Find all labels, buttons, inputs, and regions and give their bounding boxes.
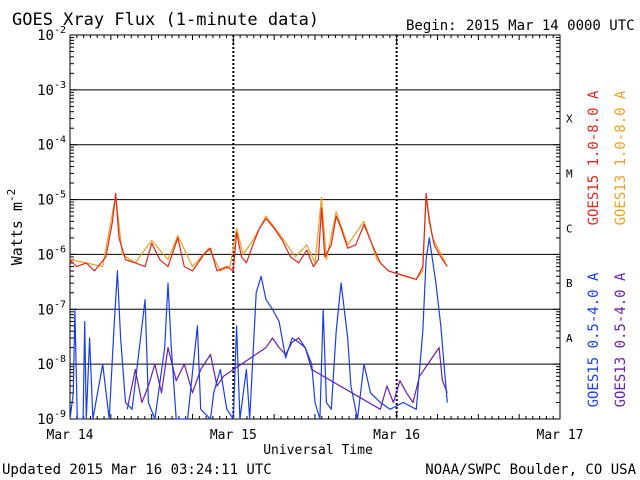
flare-class-X: X	[566, 113, 573, 126]
y-tick-label: 10-3	[37, 80, 66, 99]
flare-class-A: A	[566, 332, 573, 345]
y-axis: 10-9 10-8 10-7 10-6 10-5 10-4 10-3 10-2	[37, 25, 560, 428]
flare-class-B: B	[566, 277, 573, 290]
plot-frame	[69, 34, 561, 420]
flare-class-C: C	[566, 222, 573, 235]
series-goes15-0-5-4-0-a	[69, 237, 448, 420]
legend: GOES15 1.0-8.0 A GOES13 1.0-8.0 A GOES15 0…	[586, 90, 629, 407]
flare-class-M: M	[566, 167, 573, 180]
series-goes13-0-5-4-0-a	[126, 337, 448, 410]
y-tick-label: 10-2	[37, 25, 66, 44]
x-axis: Mar 14 Mar 15 Mar 16 Mar 17	[47, 35, 584, 443]
updated-timestamp: Updated 2015 Mar 16 03:24:11 UTC	[2, 462, 272, 478]
credit-text: NOAA/SWPC Boulder, CO USA	[425, 462, 636, 478]
data-series	[69, 192, 448, 420]
legend-entry: GOES13 1.0-8.0 A	[613, 90, 629, 225]
x-tick-label: Mar 15	[210, 428, 257, 443]
legend-entry: GOES15 1.0-8.0 A	[586, 90, 602, 225]
y-tick-label: 10-4	[37, 135, 66, 154]
y-tick-label: 10-9	[37, 409, 66, 428]
y-tick-label: 10-6	[37, 244, 66, 263]
legend-entry: GOES13 0.5-4.0 A	[613, 272, 629, 407]
y-axis-label: Watts m-2	[5, 189, 26, 265]
grid-lines	[70, 35, 560, 419]
y-axis-label-exp: -2	[5, 189, 18, 202]
legend-entry: GOES15 0.5-4.0 A	[586, 272, 602, 407]
y-tick-label: 10-5	[37, 190, 66, 209]
chart-title: GOES Xray Flux (1-minute data)	[12, 10, 319, 30]
x-tick-label: Mar 17	[537, 428, 584, 443]
begin-label: Begin:	[406, 18, 457, 34]
y-tick-label: 10-8	[37, 354, 66, 373]
x-axis-label: Universal Time	[263, 443, 373, 458]
svg-text:Watts m-2: Watts m-2	[5, 189, 26, 265]
series-goes15-1-0-8-0-a	[69, 192, 448, 280]
begin-value: 2015 Mar 14 0000 UTC	[466, 18, 635, 34]
x-tick-label: Mar 14	[47, 428, 94, 443]
flare-class-labels: A B C M X	[566, 113, 573, 345]
y-tick-label: 10-7	[37, 299, 66, 318]
x-tick-label: Mar 16	[373, 428, 420, 443]
y-axis-label-main: Watts m	[8, 202, 26, 265]
